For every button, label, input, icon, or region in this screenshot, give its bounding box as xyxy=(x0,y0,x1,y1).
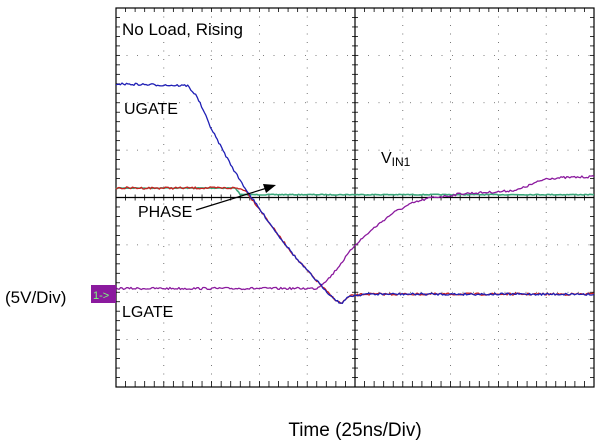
y-axis-label: (5V/Div) xyxy=(5,288,66,307)
vin1-label-main: V xyxy=(381,150,392,167)
phase-arrow xyxy=(195,184,276,211)
vin1-label-subscript: IN1 xyxy=(392,155,411,169)
ground-marker-text: 1-> xyxy=(93,290,109,302)
ugate-label: UGATE xyxy=(124,101,178,118)
graticule xyxy=(115,7,595,388)
phase-label: PHASE xyxy=(138,204,192,221)
svg-text:VIN1: VIN1 xyxy=(381,150,411,169)
trace-lgate xyxy=(115,175,595,291)
waveform-traces xyxy=(115,82,595,305)
chart-title: No Load, Rising xyxy=(122,20,243,39)
trace-ugate xyxy=(115,82,595,305)
channel-1-ground-marker: 1-> xyxy=(91,285,116,303)
vin1-label: VIN1 xyxy=(381,150,411,169)
lgate-label: LGATE xyxy=(122,304,173,321)
x-axis-label: Time (25ns/Div) xyxy=(288,420,421,441)
